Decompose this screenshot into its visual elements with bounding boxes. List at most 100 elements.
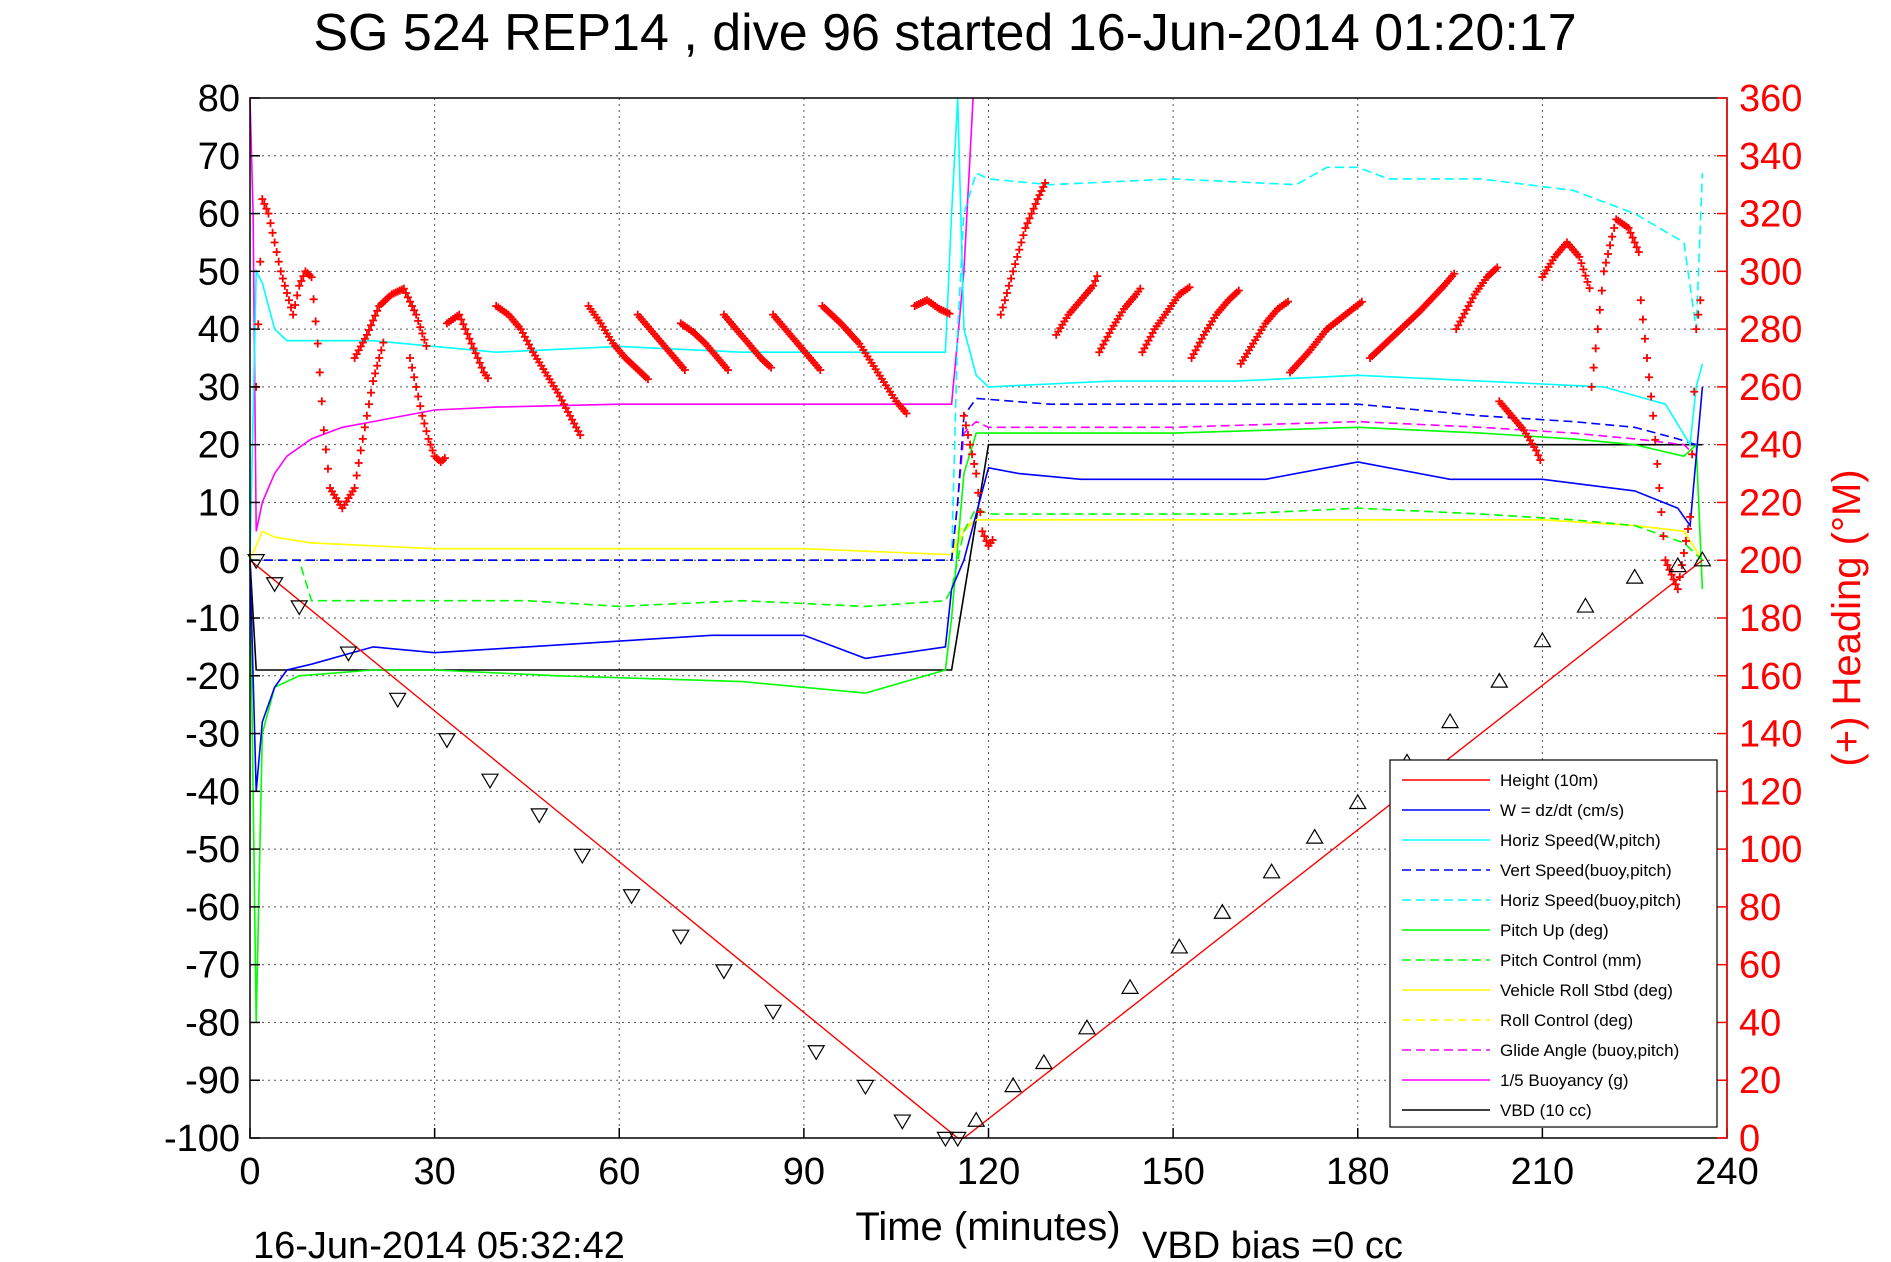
heading-marker (1638, 315, 1647, 324)
legend-label-vbd: VBD (10 cc) (1500, 1101, 1592, 1120)
x-tick-label: 150 (1141, 1151, 1204, 1193)
y-right-tick-label: 120 (1739, 771, 1802, 813)
depth-marker (622, 889, 641, 905)
heading-marker (1581, 271, 1590, 280)
y-tick-label: -60 (185, 887, 240, 929)
heading-marker (1665, 565, 1674, 574)
heading-marker (414, 392, 423, 401)
heading-marker (1015, 245, 1024, 254)
legend-label-roll: Vehicle Roll Stbd (deg) (1500, 981, 1673, 1000)
depth-marker (1305, 828, 1324, 844)
legend: Height (10m) W = dz/dt (cm/s) Horiz Speed(… (1389, 759, 1718, 1128)
heading-marker (260, 199, 269, 208)
heading-marker (412, 310, 421, 319)
y-tick-label: -90 (185, 1060, 240, 1102)
heading-marker (1583, 277, 1592, 286)
depth-marker (807, 1045, 826, 1061)
heading-marker (1649, 411, 1658, 420)
y-tick-label: -10 (185, 598, 240, 640)
heading-marker (377, 346, 386, 355)
y-right-tick-label: 160 (1739, 656, 1802, 698)
heading-layer (252, 178, 1705, 594)
heading-marker (403, 293, 412, 302)
heading-marker (1599, 267, 1608, 276)
heading-marker (364, 400, 373, 409)
heading-marker (1357, 297, 1366, 306)
heading-marker (367, 321, 376, 330)
heading-marker (416, 323, 425, 332)
heading-marker (352, 471, 361, 480)
heading-marker (1601, 258, 1610, 267)
heading-marker (1185, 283, 1194, 292)
series-layer (249, 97, 1704, 1139)
depth-marker (1576, 597, 1595, 613)
y-right-tick-label: 40 (1739, 1002, 1781, 1044)
heading-marker (1608, 232, 1617, 241)
heading-marker (1694, 310, 1703, 319)
heading-marker (1023, 219, 1032, 228)
heading-marker (1039, 182, 1048, 191)
heading-marker (1675, 573, 1684, 582)
heading-marker (1007, 274, 1016, 283)
y-tick-label: 50 (198, 251, 240, 293)
y-right-tick-label: 220 (1739, 482, 1802, 524)
y-right-tick-label: 240 (1739, 425, 1802, 467)
heading-marker (477, 363, 486, 372)
legend-label-pitch: Pitch Up (deg) (1500, 921, 1609, 940)
series-line-w (249, 386, 1704, 792)
series-line-buoyancy (249, 97, 974, 532)
depth-marker (1213, 903, 1232, 919)
heading-marker (976, 508, 985, 517)
heading-marker (362, 411, 371, 420)
heading-marker (401, 289, 410, 297)
y-tick-label: -30 (185, 714, 240, 756)
heading-marker (1534, 451, 1543, 460)
y-right-tick-label: 80 (1739, 887, 1781, 929)
heading-marker (1630, 238, 1639, 247)
heading-marker (1037, 187, 1046, 196)
heading-marker (1640, 334, 1649, 343)
heading-marker (262, 204, 271, 213)
heading-marker (315, 368, 324, 377)
y-right-tick-label: 360 (1739, 78, 1802, 120)
y-right-tick-label: 200 (1739, 540, 1802, 582)
heading-marker (354, 458, 363, 467)
heading-marker (258, 195, 267, 204)
heading-marker (1669, 575, 1678, 584)
heading-marker (469, 344, 478, 353)
heading-marker (311, 317, 320, 326)
heading-marker (1017, 238, 1026, 247)
heading-marker (1636, 296, 1645, 305)
heading-marker (1029, 204, 1038, 213)
heading-marker (1663, 561, 1672, 570)
heading-marker (1653, 459, 1662, 468)
series-line-horiz_speed (249, 97, 1704, 561)
heading-marker (1089, 281, 1098, 290)
heading-marker (440, 454, 449, 463)
depth-marker (1034, 1053, 1053, 1070)
depth-marker (1490, 672, 1509, 688)
depth-marker (1120, 978, 1140, 994)
heading-marker (1651, 435, 1660, 444)
heading-marker (321, 445, 330, 454)
x-tick-label: 210 (1511, 1151, 1574, 1193)
right-axis-label: (+) Heading (°M) (1825, 469, 1869, 766)
heading-marker (1628, 233, 1637, 242)
heading-marker (309, 295, 318, 304)
heading-marker (1009, 267, 1018, 276)
heading-marker (1585, 284, 1594, 293)
depth-marker (480, 773, 500, 789)
heading-marker (274, 257, 283, 266)
heading-marker (360, 423, 369, 432)
heading-marker (1041, 178, 1050, 187)
heading-marker (459, 320, 468, 329)
heading-marker (1450, 269, 1459, 278)
legend-box (1389, 759, 1718, 1128)
heading-marker (1595, 305, 1604, 314)
footer-date: 16-Jun-2014 05:32:42 (253, 1225, 625, 1262)
heading-marker (406, 297, 415, 306)
heading-marker (1606, 241, 1615, 250)
heading-marker (291, 301, 300, 310)
heading-marker (375, 354, 384, 362)
heading-marker (1005, 281, 1014, 290)
